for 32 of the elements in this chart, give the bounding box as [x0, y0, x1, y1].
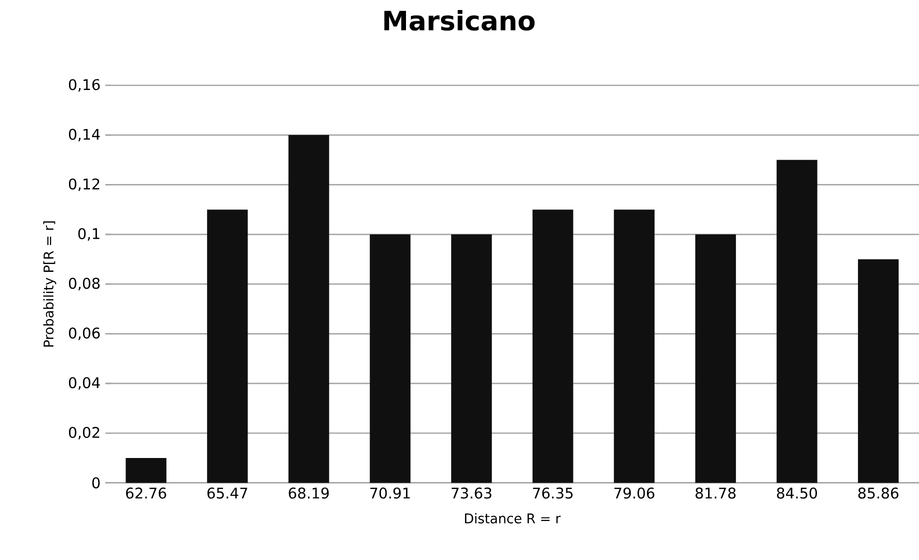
- chart-title: Marsicano: [384, 10, 535, 31]
- x-tick-label: 65.47: [207, 487, 248, 499]
- bar: [126, 458, 166, 483]
- bar: [695, 234, 736, 483]
- y-axis-title: Probability P[R = r]: [43, 221, 56, 346]
- x-tick-label: 81.78: [696, 487, 736, 499]
- x-tick-label: 76.35: [533, 487, 573, 499]
- bar: [532, 209, 574, 483]
- y-tick-label: 0,1: [78, 228, 100, 241]
- bar: [614, 209, 655, 483]
- y-tick-label: 0,02: [68, 426, 100, 440]
- x-tick-label: 79.06: [614, 487, 654, 499]
- x-axis-title: Distance R = r: [465, 513, 561, 524]
- y-tick-label: 0,04: [68, 377, 100, 390]
- x-tick-label: 70.91: [370, 487, 410, 499]
- y-tick-label: 0,06: [68, 327, 100, 340]
- y-tick-label: 0,12: [68, 178, 100, 191]
- x-tick-label: 68.19: [288, 487, 329, 499]
- y-tick-label: 0,16: [68, 78, 100, 92]
- bar: [288, 134, 330, 483]
- bar: [776, 160, 818, 483]
- bar: [370, 234, 410, 483]
- bar: [858, 259, 899, 483]
- x-tick-label: 84.50: [776, 487, 817, 499]
- x-tick-label: 62.76: [126, 487, 166, 499]
- x-tick-label: 73.63: [452, 487, 492, 499]
- bar: [451, 234, 492, 483]
- x-tick-label: 85.86: [858, 487, 898, 499]
- y-tick-label: 0,08: [68, 278, 100, 290]
- y-tick-label: 0: [92, 477, 100, 488]
- y-tick-label: 0,14: [68, 128, 100, 142]
- bar: [207, 209, 248, 483]
